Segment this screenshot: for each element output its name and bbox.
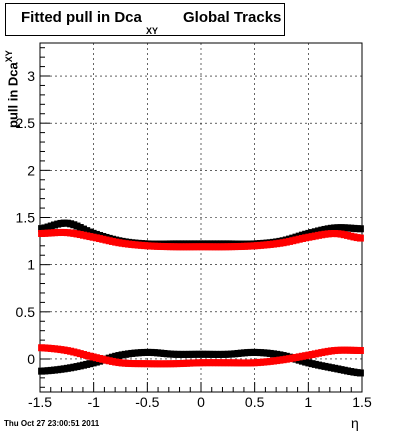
timestamp: Thu Oct 27 23:00:51 2011 [4,419,100,428]
y-tick-label: 0.5 [16,304,36,320]
chart-title-subscript: XY [146,26,159,36]
chart-title-tail: Global Tracks [183,9,282,26]
data-point [356,369,364,377]
chart-title-box: Fitted pull in Dca XY Global Tracks [5,3,285,36]
y-tick-label: 2.5 [16,115,36,131]
x-tick-label: -0.5 [135,394,159,410]
x-tick-label: 0 [197,394,205,410]
y-tick-label: 0 [27,351,35,367]
x-tick-label: 1.5 [352,394,372,410]
x-axis-label: η [351,415,359,431]
x-tick-label: 1 [304,394,312,410]
y-tick-label: 3 [27,68,35,84]
data-point [356,346,364,354]
y-tick-label: 2 [27,162,35,178]
y-axis-label: pull in DcaXY [4,50,21,128]
x-tick-label: -1 [87,394,100,410]
chart-title: Fitted pull in Dca [21,9,142,26]
x-tick-label: -1.5 [28,394,52,410]
y-axis-label-subscript: XY [4,50,14,63]
data-point [356,234,364,242]
y-tick-label: 1 [27,257,35,273]
x-tick-label: 0.5 [245,394,265,410]
y-tick-label: 1.5 [16,210,36,226]
data-point [356,225,364,233]
